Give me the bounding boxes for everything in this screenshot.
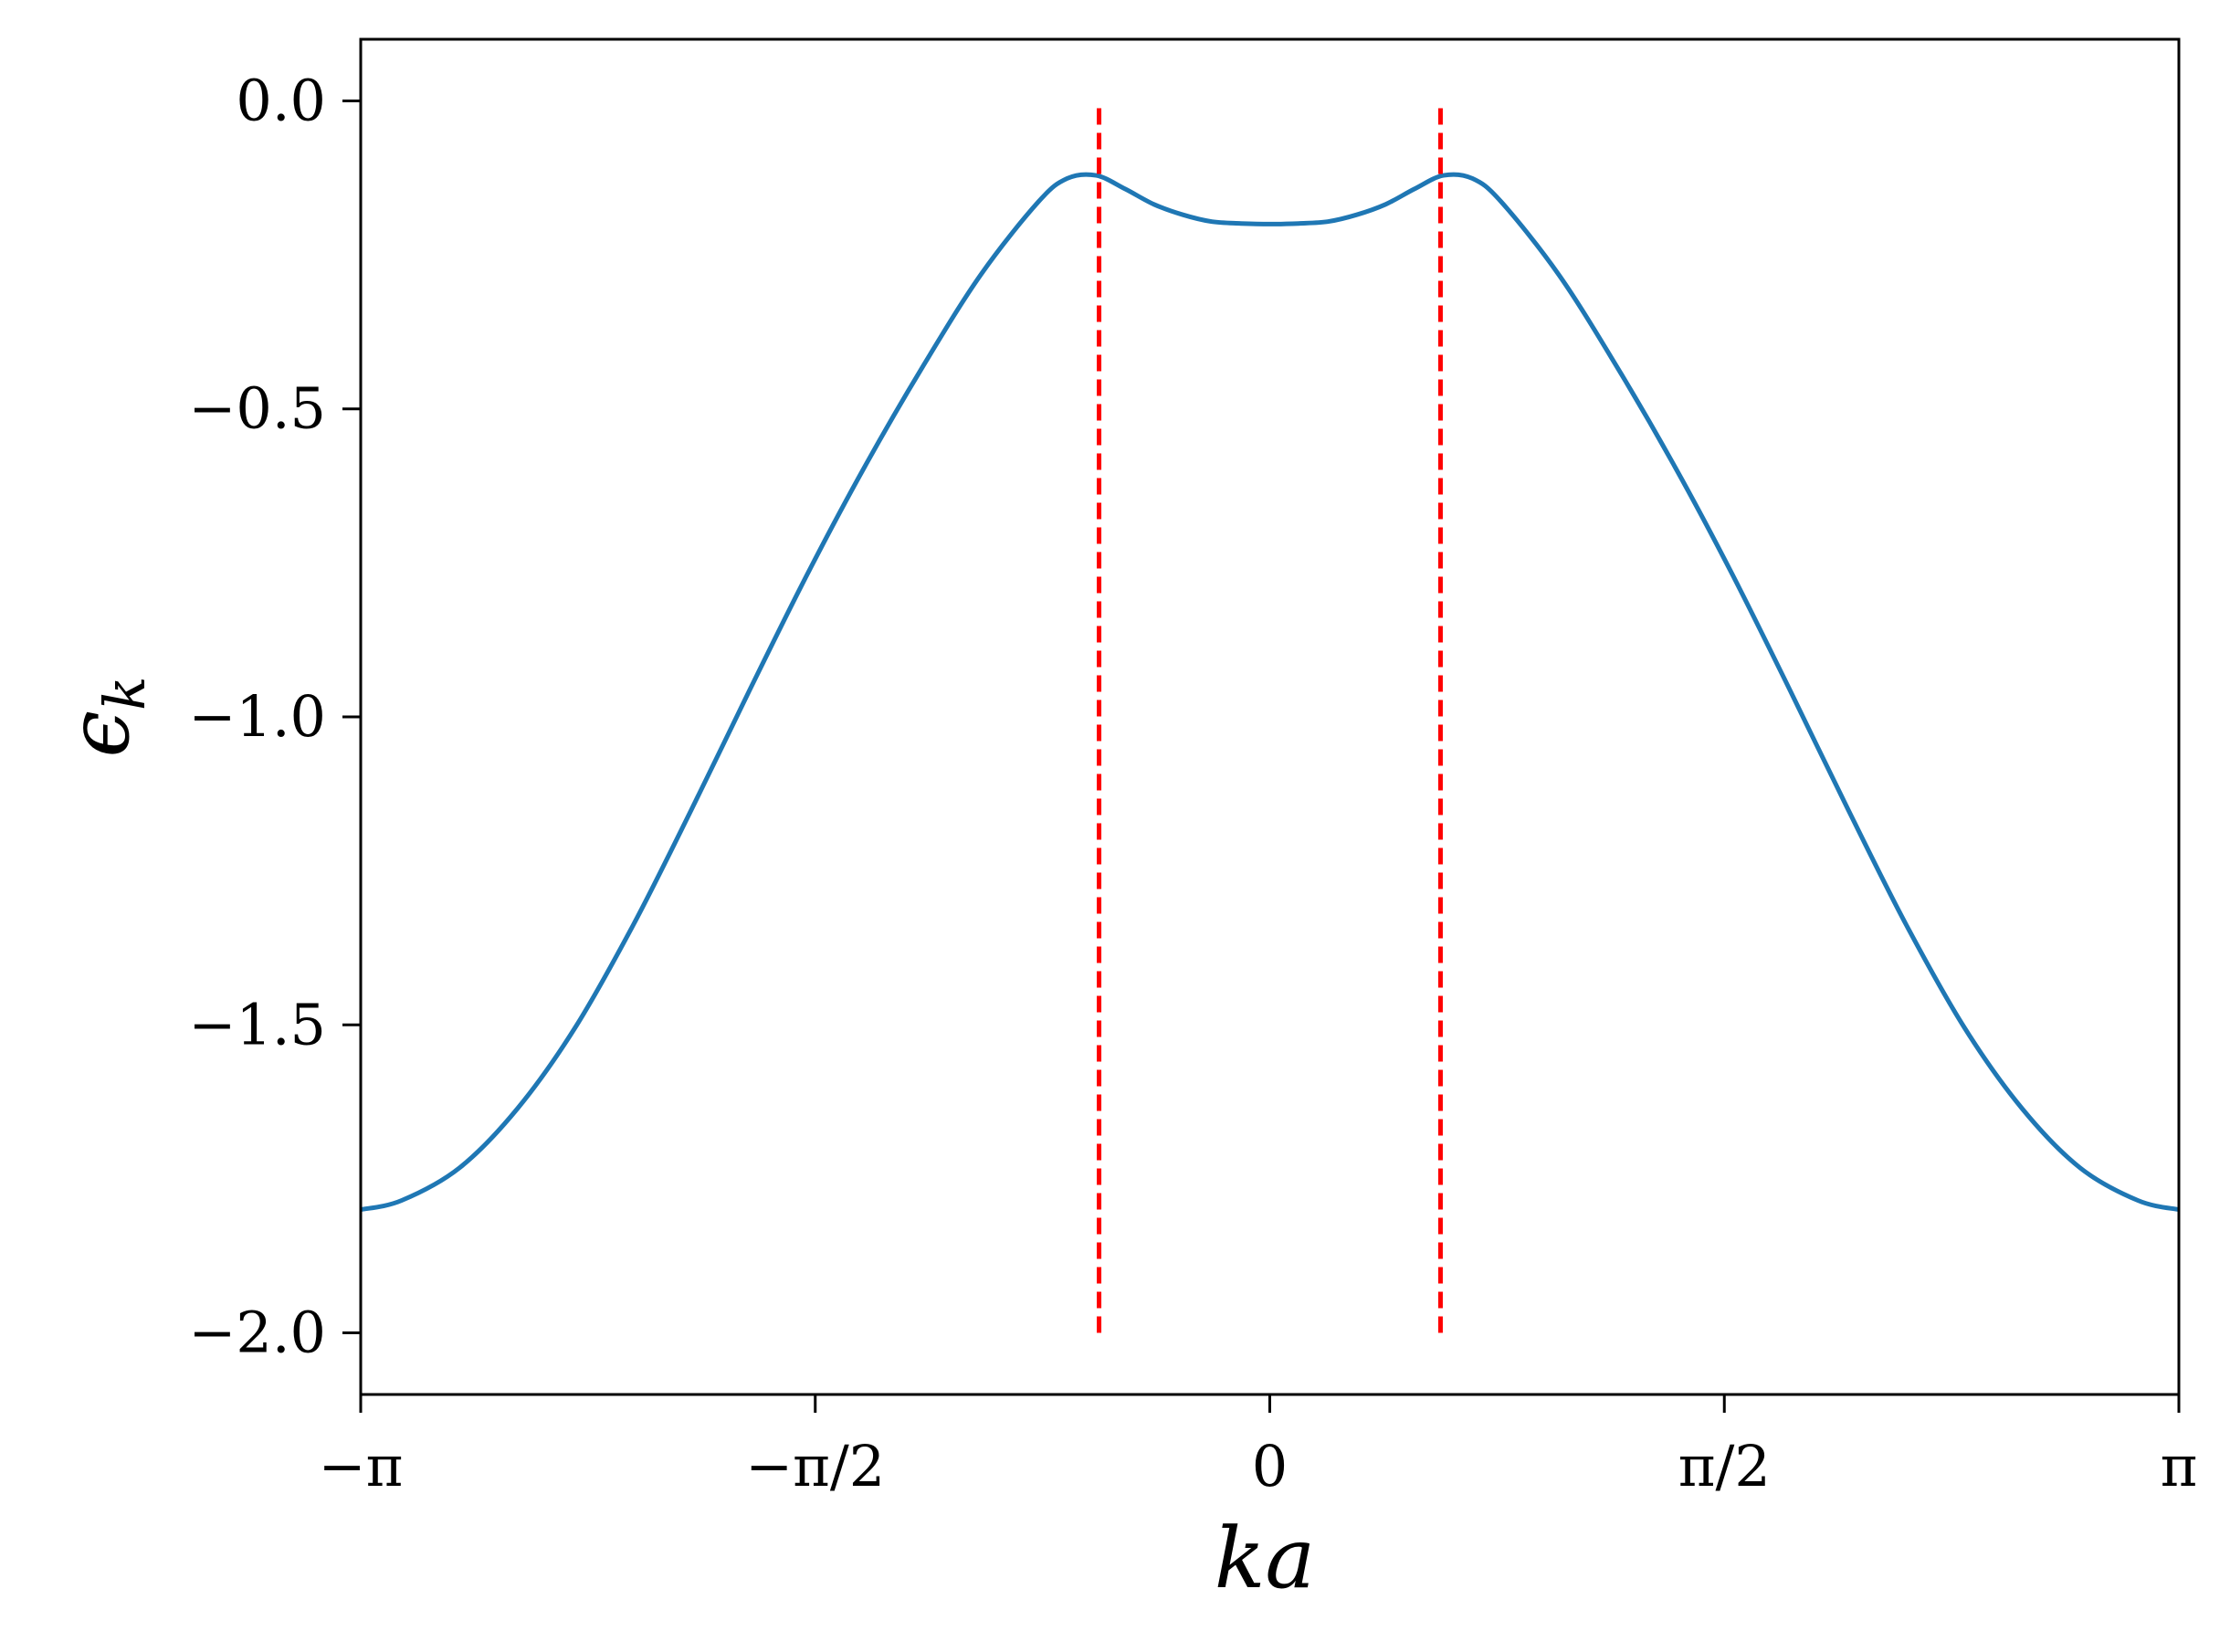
y-axis-title-subscript: k xyxy=(91,676,158,710)
y-tick-label-0: 0.0 xyxy=(236,67,326,133)
x-tick-label-3: π/2 xyxy=(1678,1433,1771,1499)
axis-ticks: −π −π/2 0 π/2 π 0.0 −0.5 −1.0 −1.5 −2.0 xyxy=(188,67,2197,1499)
y-tick-label-1: −0.5 xyxy=(188,375,326,442)
x-tick-label-2: 0 xyxy=(1252,1433,1288,1499)
y-axis-title: ϵk xyxy=(50,676,158,757)
y-tick-label-3: −1.5 xyxy=(188,991,326,1057)
y-tick-label-2: −1.0 xyxy=(188,683,326,750)
x-tick-label-4: π xyxy=(2161,1433,2198,1499)
series-line-0 xyxy=(360,172,2180,1213)
plot-marks xyxy=(360,100,2180,1333)
y-axis-title-main: ϵ xyxy=(50,710,148,758)
plot-background xyxy=(361,39,2179,1394)
y-tick-label-4: −2.0 xyxy=(188,1300,326,1366)
x-tick-label-0: −π xyxy=(319,1433,404,1499)
x-tick-label-1: −π/2 xyxy=(745,1433,885,1499)
x-axis-title: ka xyxy=(1215,1510,1316,1607)
